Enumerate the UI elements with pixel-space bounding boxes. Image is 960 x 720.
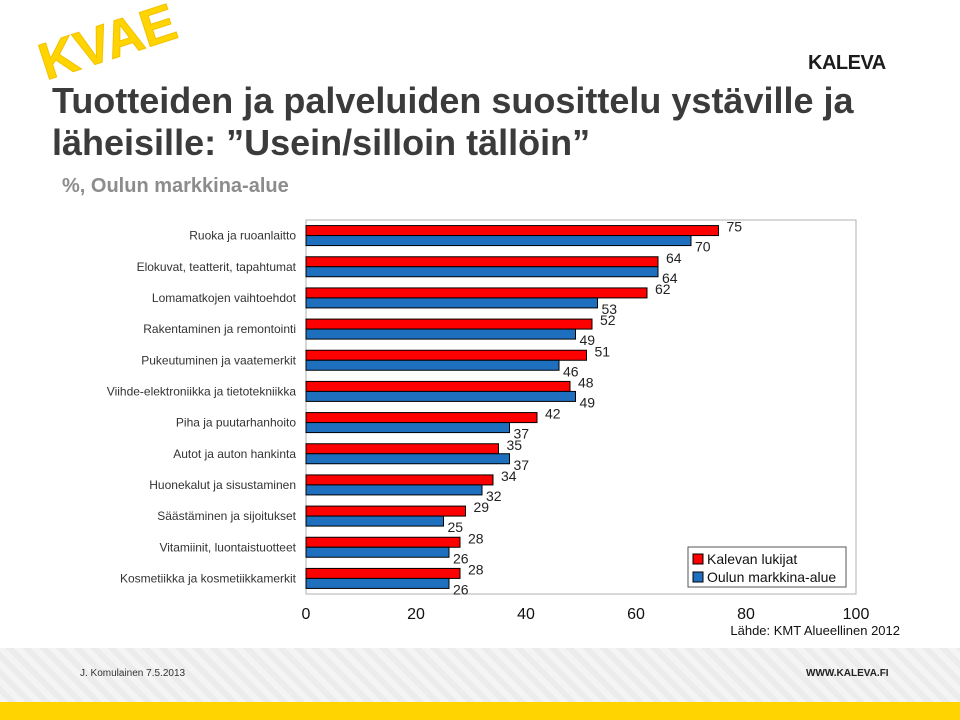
category-label: Autot ja auton hankinta — [173, 447, 296, 461]
data-label: 26 — [453, 581, 469, 597]
bottom-strip — [0, 702, 960, 720]
bar-kalevan-lukijat — [305, 443, 499, 455]
data-label: 52 — [600, 312, 616, 328]
bar-kalevan-lukijat — [305, 380, 571, 392]
kvae-logo: KVAE — [32, 0, 180, 90]
bar-oulun-markkina-alue — [305, 577, 450, 589]
legend-label: Kalevan lukijat — [707, 551, 797, 567]
bar-kalevan-lukijat — [305, 287, 648, 299]
bar-kalevan-lukijat — [305, 505, 466, 517]
category-label: Pukeutuminen ja vaatemerkit — [141, 353, 296, 367]
page-title: Tuotteiden ja palveluiden suosittelu yst… — [52, 80, 854, 163]
page-subtitle: %, Oulun markkina-alue — [62, 175, 289, 197]
category-label: Viihde-elektroniikka ja tietotekniikka — [107, 384, 297, 398]
data-label: 28 — [468, 530, 484, 546]
category-label: Säästäminen ja sijoitukset — [157, 509, 296, 523]
category-label: Rakentaminen ja remontointi — [143, 322, 296, 336]
bar-kalevan-lukijat — [305, 225, 719, 237]
bar-oulun-markkina-alue — [305, 453, 510, 465]
x-tick-label: 20 — [407, 606, 425, 623]
x-tick-label: 80 — [737, 606, 755, 623]
data-label: 49 — [580, 394, 596, 410]
category-label: Elokuvat, teatterit, tapahtumat — [137, 260, 297, 274]
footer-band — [0, 648, 960, 702]
data-label: 64 — [666, 250, 682, 266]
data-label: 48 — [578, 374, 594, 390]
data-label: 53 — [602, 301, 618, 317]
source-note: Lähde: KMT Alueellinen 2012 — [730, 623, 900, 638]
data-label: 46 — [563, 363, 579, 379]
kaleva-brand-logo: KALEVA — [808, 52, 886, 74]
bar-oulun-markkina-alue — [305, 297, 598, 309]
data-label: 70 — [695, 239, 711, 255]
category-label: Lomamatkojen vaihtoehdot — [152, 291, 297, 305]
bar-kalevan-lukijat — [305, 474, 494, 486]
data-label: 37 — [514, 426, 530, 442]
bar-kalevan-lukijat — [305, 567, 461, 579]
x-tick-label: 0 — [302, 606, 311, 623]
bar-oulun-markkina-alue — [305, 328, 576, 340]
category-label: Ruoka ja ruoanlaitto — [189, 229, 296, 243]
bar-oulun-markkina-alue — [305, 235, 692, 247]
data-label: 42 — [545, 406, 561, 422]
data-label: 49 — [580, 332, 596, 348]
bar-oulun-markkina-alue — [305, 390, 576, 402]
footer-author: J. Komulainen 7.5.2013 — [80, 668, 186, 679]
data-label: 35 — [507, 437, 523, 453]
data-label: 64 — [662, 270, 678, 286]
bar-oulun-markkina-alue — [305, 422, 510, 434]
x-tick-label: 100 — [843, 606, 870, 623]
category-label: Vitamiinit, luontaistuotteet — [159, 540, 296, 554]
x-tick-label: 60 — [627, 606, 645, 623]
plot-area — [305, 219, 857, 595]
bar-kalevan-lukijat — [305, 349, 587, 361]
data-label: 32 — [486, 488, 502, 504]
bar-oulun-markkina-alue — [305, 359, 560, 371]
data-label: 51 — [595, 343, 611, 359]
data-label: 75 — [727, 219, 743, 235]
data-label: 28 — [468, 561, 484, 577]
bar-oulun-markkina-alue — [305, 546, 450, 558]
data-label: 29 — [474, 499, 490, 515]
data-label: 25 — [448, 519, 464, 535]
data-label: 26 — [453, 550, 469, 566]
data-label: 34 — [501, 468, 517, 484]
legend-swatch — [692, 571, 704, 583]
bar-kalevan-lukijat — [305, 318, 593, 330]
legend-label: Oulun markkina-alue — [707, 569, 836, 585]
bar-kalevan-lukijat — [305, 412, 538, 424]
bar-oulun-markkina-alue — [305, 484, 483, 496]
bar-kalevan-lukijat — [305, 536, 461, 548]
data-label: 37 — [514, 457, 530, 473]
legend-box — [687, 546, 847, 588]
bar-chart: Ruoka ja ruoanlaitto 75 70 Elokuvat, teatte… — [107, 219, 900, 638]
bar-kalevan-lukijat — [305, 256, 659, 268]
bar-oulun-markkina-alue — [305, 266, 659, 278]
footer-url[interactable]: WWW.KALEVA.FI — [806, 668, 889, 679]
legend-swatch — [692, 553, 704, 565]
category-label: Piha ja puutarhanhoito — [176, 416, 296, 430]
category-label: Kosmetiikka ja kosmetiikkamerkit — [120, 571, 297, 585]
data-label: 62 — [655, 281, 671, 297]
bar-oulun-markkina-alue — [305, 515, 444, 527]
x-tick-label: 40 — [517, 606, 535, 623]
category-label: Huonekalut ja sisustaminen — [149, 478, 296, 492]
